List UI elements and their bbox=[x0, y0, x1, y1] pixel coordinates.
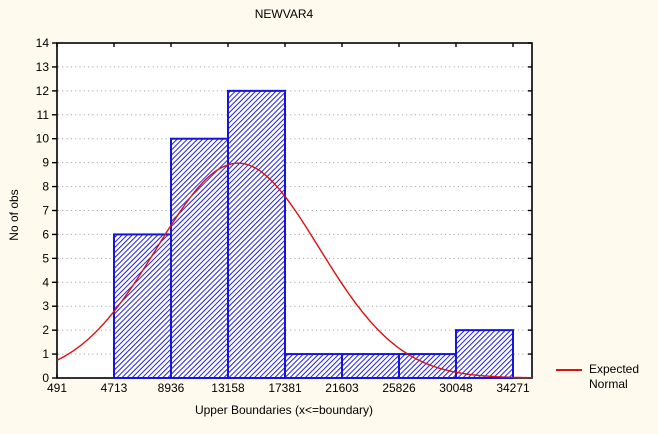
y-tick-label: 2 bbox=[42, 323, 49, 337]
legend-label: Expected Normal bbox=[589, 362, 639, 392]
y-tick-label: 4 bbox=[42, 275, 49, 289]
y-tick-label: 3 bbox=[42, 299, 49, 313]
y-tick-label: 9 bbox=[42, 156, 49, 170]
chart-title: NEWVAR4 bbox=[254, 7, 314, 21]
y-tick-label: 13 bbox=[36, 60, 50, 74]
y-tick-label: 14 bbox=[36, 36, 50, 50]
x-tick-label: 13158 bbox=[211, 381, 245, 395]
histogram-bar bbox=[170, 137, 229, 379]
y-tick-label: 11 bbox=[37, 108, 50, 122]
y-tick-label: 6 bbox=[42, 227, 49, 241]
histogram-bar bbox=[112, 233, 172, 379]
histogram-bar bbox=[398, 353, 457, 380]
x-tick-label: 34271 bbox=[496, 381, 530, 395]
histogram-bar bbox=[284, 353, 343, 380]
legend: Expected Normal bbox=[556, 362, 639, 392]
histogram-bar bbox=[226, 89, 287, 379]
y-tick-label: 0 bbox=[42, 371, 49, 385]
x-tick-label: 25826 bbox=[382, 381, 416, 395]
y-tick-label: 5 bbox=[42, 251, 49, 265]
expected-normal-line-swatch bbox=[556, 369, 582, 371]
y-tick-label: 7 bbox=[42, 204, 49, 218]
x-tick-label: 30048 bbox=[439, 381, 473, 395]
y-tick-label: 1 bbox=[42, 347, 49, 361]
y-tick-label: 8 bbox=[42, 180, 49, 194]
y-tick-label: 12 bbox=[36, 84, 50, 98]
histogram-bar bbox=[454, 329, 515, 379]
y-tick-label: 10 bbox=[36, 132, 50, 146]
x-tick-label: 8936 bbox=[158, 381, 185, 395]
expected-normal-curve bbox=[56, 162, 532, 379]
x-tick-label: 17381 bbox=[268, 381, 302, 395]
x-tick-label: 4713 bbox=[101, 381, 128, 395]
x-tick-label: 21603 bbox=[325, 381, 359, 395]
legend-label-line1: Expected bbox=[589, 362, 640, 376]
x-axis-label: Upper Boundaries (x<=boundary) bbox=[194, 403, 374, 417]
x-tick-label: 491 bbox=[47, 381, 67, 395]
legend-label-line2: Normal bbox=[589, 377, 628, 391]
histogram-bar bbox=[340, 353, 401, 380]
